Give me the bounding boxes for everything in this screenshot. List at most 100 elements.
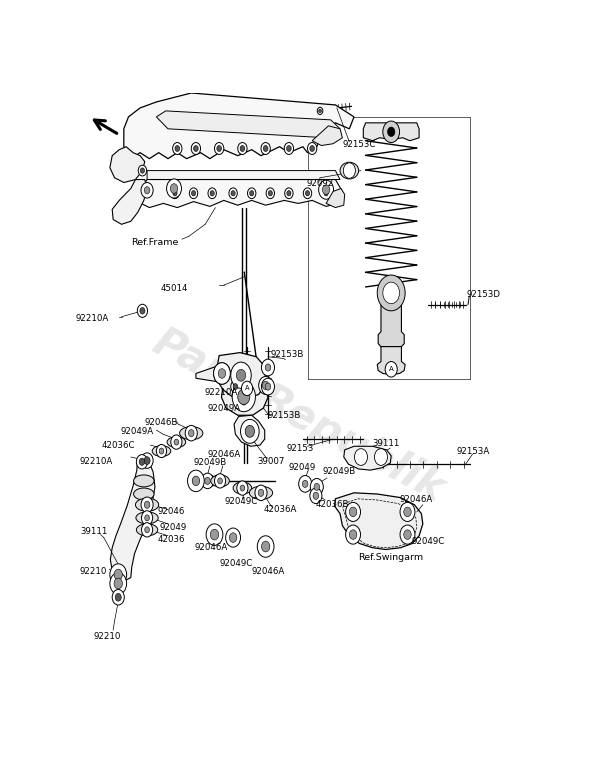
- Circle shape: [229, 532, 237, 542]
- Circle shape: [349, 530, 357, 539]
- Ellipse shape: [211, 475, 229, 487]
- Polygon shape: [234, 415, 265, 446]
- Text: 92046B: 92046B: [145, 418, 178, 427]
- Text: 42036A: 42036A: [263, 505, 297, 514]
- Circle shape: [313, 492, 319, 499]
- Circle shape: [266, 188, 274, 198]
- Circle shape: [115, 570, 121, 579]
- Circle shape: [400, 502, 415, 522]
- Circle shape: [383, 282, 400, 304]
- Circle shape: [144, 456, 150, 464]
- Circle shape: [374, 449, 388, 465]
- Circle shape: [237, 393, 250, 410]
- Polygon shape: [378, 287, 404, 346]
- Text: 92049A: 92049A: [121, 428, 154, 436]
- Circle shape: [299, 476, 311, 492]
- Text: 39111: 39111: [373, 439, 400, 449]
- Circle shape: [211, 529, 218, 540]
- Circle shape: [324, 191, 328, 196]
- Polygon shape: [221, 377, 268, 415]
- Circle shape: [231, 191, 235, 196]
- Text: 92049C: 92049C: [219, 559, 253, 568]
- Polygon shape: [334, 493, 423, 549]
- Circle shape: [110, 573, 127, 594]
- Circle shape: [255, 485, 267, 501]
- Text: 39111: 39111: [80, 527, 108, 536]
- Circle shape: [240, 146, 245, 151]
- Circle shape: [159, 448, 164, 454]
- Circle shape: [262, 378, 274, 395]
- Circle shape: [240, 485, 245, 491]
- Polygon shape: [344, 446, 391, 470]
- Circle shape: [241, 419, 259, 443]
- Circle shape: [285, 188, 293, 198]
- Circle shape: [111, 566, 125, 584]
- Circle shape: [231, 362, 251, 388]
- Polygon shape: [147, 170, 340, 180]
- Text: 92049C: 92049C: [225, 498, 258, 506]
- Circle shape: [188, 470, 204, 491]
- Circle shape: [287, 191, 291, 196]
- Circle shape: [226, 528, 241, 547]
- Text: 92046: 92046: [158, 508, 185, 516]
- Circle shape: [214, 363, 230, 384]
- Circle shape: [343, 163, 355, 178]
- Text: 45014: 45014: [161, 284, 188, 293]
- Circle shape: [232, 382, 256, 412]
- Circle shape: [210, 191, 214, 196]
- Text: 92210A: 92210A: [204, 388, 238, 397]
- Circle shape: [404, 530, 411, 539]
- Circle shape: [319, 109, 322, 112]
- Circle shape: [206, 524, 223, 546]
- Text: 42036C: 42036C: [102, 440, 136, 450]
- Circle shape: [115, 594, 121, 601]
- Circle shape: [171, 188, 179, 198]
- Text: Ref.Swingarm: Ref.Swingarm: [358, 553, 423, 562]
- Text: 92153B: 92153B: [270, 350, 304, 359]
- Circle shape: [388, 127, 395, 136]
- Circle shape: [317, 107, 323, 115]
- Circle shape: [217, 146, 221, 151]
- Text: Ref.Frame: Ref.Frame: [131, 238, 178, 246]
- Circle shape: [287, 146, 291, 151]
- Circle shape: [238, 143, 247, 154]
- Circle shape: [208, 188, 217, 198]
- Circle shape: [214, 363, 230, 384]
- Circle shape: [314, 484, 320, 491]
- Circle shape: [284, 143, 293, 154]
- Text: 92046A: 92046A: [252, 567, 285, 576]
- Ellipse shape: [198, 475, 217, 487]
- Polygon shape: [110, 146, 145, 183]
- Circle shape: [115, 580, 121, 587]
- Circle shape: [218, 478, 223, 484]
- Circle shape: [215, 143, 224, 154]
- Ellipse shape: [167, 437, 185, 447]
- Circle shape: [170, 184, 178, 193]
- Circle shape: [138, 165, 146, 176]
- Circle shape: [145, 527, 149, 532]
- Circle shape: [175, 146, 179, 151]
- Circle shape: [241, 381, 253, 395]
- Polygon shape: [139, 180, 343, 208]
- Text: 92153: 92153: [287, 443, 314, 453]
- Circle shape: [233, 384, 238, 390]
- Circle shape: [141, 453, 153, 468]
- Circle shape: [173, 191, 177, 196]
- Circle shape: [144, 187, 150, 194]
- Circle shape: [262, 359, 274, 376]
- Text: 92210A: 92210A: [80, 457, 113, 467]
- Circle shape: [349, 507, 357, 517]
- Polygon shape: [377, 346, 405, 374]
- Circle shape: [145, 515, 149, 521]
- Circle shape: [140, 308, 145, 314]
- Circle shape: [191, 143, 200, 154]
- Circle shape: [383, 121, 400, 143]
- Text: 92210A: 92210A: [75, 314, 108, 323]
- Circle shape: [322, 188, 330, 198]
- Circle shape: [205, 477, 211, 484]
- Text: 92046A: 92046A: [400, 495, 433, 505]
- Circle shape: [231, 381, 240, 393]
- Polygon shape: [326, 188, 344, 208]
- Circle shape: [322, 185, 330, 195]
- Circle shape: [215, 474, 226, 488]
